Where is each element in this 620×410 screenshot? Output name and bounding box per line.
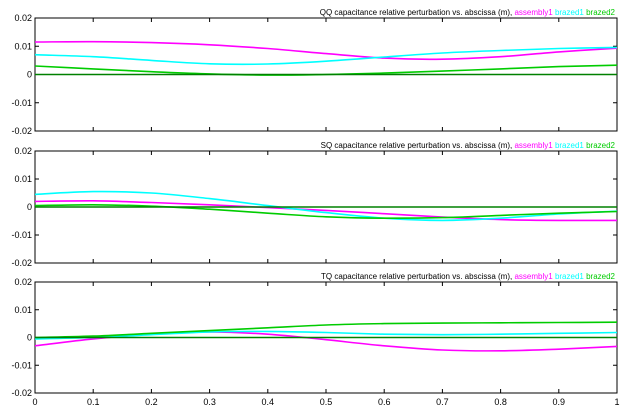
legend-entry-brazed2: brazed2 [586, 8, 615, 17]
series-line-assembly1 [34, 40, 618, 61]
title-prefix: TQ capacitance relative perturbation vs.… [321, 272, 514, 281]
series-line-brazed2 [34, 321, 618, 339]
x-tick-label: 0.6 [378, 397, 391, 407]
panel-3: TQ capacitance relative perturbation vs.… [11, 272, 619, 407]
x-tick-label: 0.3 [203, 397, 216, 407]
panels: QQ capacitance relative perturbation vs.… [11, 8, 619, 407]
legend-entry-brazed1: brazed1 [555, 272, 586, 281]
series-line-assembly1 [34, 199, 618, 222]
panel-1: QQ capacitance relative perturbation vs.… [11, 8, 618, 136]
x-tick-label: 0 [32, 397, 37, 407]
legend-entry-brazed2: brazed2 [586, 272, 615, 281]
panel-title: SQ capacitance relative perturbation vs.… [321, 141, 616, 150]
legend-entry-brazed1: brazed1 [555, 141, 586, 150]
x-tick-label: 0.7 [436, 397, 449, 407]
y-tick-label: 0 [27, 70, 32, 80]
y-tick-label: -0.01 [11, 360, 32, 370]
legend-entry-assembly1: assembly1 [514, 8, 554, 17]
panel-title: QQ capacitance relative perturbation vs.… [320, 8, 616, 17]
legend-entry-assembly1: assembly1 [514, 272, 554, 281]
series-line-brazed1 [34, 46, 618, 66]
legend-entry-assembly1: assembly1 [514, 141, 554, 150]
y-tick-label: -0.02 [11, 126, 32, 136]
y-tick-label: 0 [27, 333, 32, 343]
legend-entry-brazed2: brazed2 [586, 141, 615, 150]
y-tick-label: 0.01 [14, 174, 32, 184]
y-tick-label: -0.02 [11, 388, 32, 398]
panel-2: SQ capacitance relative perturbation vs.… [11, 141, 618, 268]
y-tick-label: 0.02 [14, 146, 32, 156]
series-line-brazed1 [34, 330, 618, 340]
x-tick-label: 0.4 [262, 397, 275, 407]
y-tick-label: -0.01 [11, 230, 32, 240]
y-tick-label: -0.01 [11, 98, 32, 108]
y-tick-label: 0.01 [14, 305, 32, 315]
x-tick-label: 0.2 [145, 397, 158, 407]
x-tick-label: 0.9 [553, 397, 566, 407]
x-tick-label: 1 [614, 397, 619, 407]
y-tick-label: 0 [27, 202, 32, 212]
x-tick-label: 0.5 [320, 397, 333, 407]
panel-title: TQ capacitance relative perturbation vs.… [321, 272, 615, 281]
series-line-brazed1 [34, 190, 618, 222]
x-tick-label: 0.8 [494, 397, 507, 407]
legend-entry-brazed1: brazed1 [555, 8, 586, 17]
y-tick-label: 0.02 [14, 277, 32, 287]
title-prefix: QQ capacitance relative perturbation vs.… [320, 8, 515, 17]
y-tick-label: 0.02 [14, 13, 32, 23]
y-tick-label: 0.01 [14, 41, 32, 51]
y-tick-label: -0.02 [11, 258, 32, 268]
series-line-brazed2 [34, 203, 618, 220]
title-prefix: SQ capacitance relative perturbation vs.… [321, 141, 515, 150]
x-tick-label: 0.1 [87, 397, 100, 407]
